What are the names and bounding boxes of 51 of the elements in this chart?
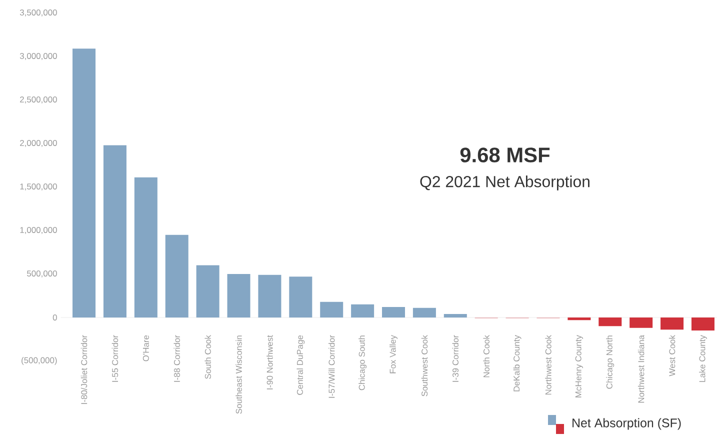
bar <box>351 304 374 318</box>
y-tick-label: 500,000 <box>27 270 57 278</box>
bar <box>320 302 344 318</box>
y-tick-label: 1,000,000 <box>20 226 57 234</box>
x-tick-label: Chicago North <box>606 336 614 389</box>
bar <box>72 48 96 318</box>
x-tick-label: I-55 Corridor <box>112 335 118 382</box>
bar <box>660 317 684 330</box>
x-tick-label: North Cook <box>483 335 490 378</box>
bar <box>444 314 467 318</box>
x-tick-label: West Cook <box>668 335 676 376</box>
annotation: Q2 2021 Net Absorption <box>420 176 590 190</box>
y-tick-label: 3,000,000 <box>20 52 57 60</box>
x-tick-label: I-90 Northwest <box>266 335 273 390</box>
x-tick-label: Northwest Cook <box>545 335 552 395</box>
x-tick-label: South Cook <box>204 335 211 379</box>
bar <box>412 308 436 318</box>
x-tick-label: Southeast Wisconsin <box>236 336 242 414</box>
bar <box>227 274 250 318</box>
bar <box>103 145 126 318</box>
x-tick-label: Northwest Indiana <box>638 335 644 403</box>
x-tick-label: I-80/Joliet Corridor <box>80 335 88 404</box>
y-tick-label: 2,500,000 <box>20 96 57 104</box>
y-tick-label: 0 <box>52 314 57 320</box>
x-tick-label: McHenry County <box>575 335 584 398</box>
bar <box>196 265 220 318</box>
x-tick-label: Lake County <box>699 335 707 382</box>
bar <box>382 307 405 318</box>
bar <box>598 317 622 326</box>
y-tick-label: (500,000) <box>22 357 57 365</box>
x-tick-label: I-88 Corridor <box>174 335 180 382</box>
bar <box>691 317 714 331</box>
bar <box>568 317 591 320</box>
x-tick-label: Southwest Cook <box>421 335 428 396</box>
x-tick-label: DeKalb County <box>513 335 522 392</box>
bar <box>165 234 188 318</box>
y-tick-label: 2,000,000 <box>20 140 57 147</box>
y-tick-label: 1,500,000 <box>20 183 57 190</box>
bar <box>289 276 312 318</box>
bar <box>630 317 653 328</box>
bar <box>258 274 282 318</box>
x-tick-label: I-57/Will Corridor <box>328 335 335 398</box>
x-tick-label: O'Hare <box>142 335 149 362</box>
x-tick-label: Fox Valley <box>390 335 398 374</box>
annotation: 9.68 MSF <box>460 148 550 162</box>
x-tick-label: Central DuPage <box>296 335 305 395</box>
bar <box>134 177 158 318</box>
x-tick-label: Chicago South <box>358 336 366 390</box>
x-tick-label: I-39 Corridor <box>452 335 458 382</box>
legend-label: Net Absorption (SF) <box>572 418 681 430</box>
y-tick-label: 3,500,000 <box>20 9 57 16</box>
